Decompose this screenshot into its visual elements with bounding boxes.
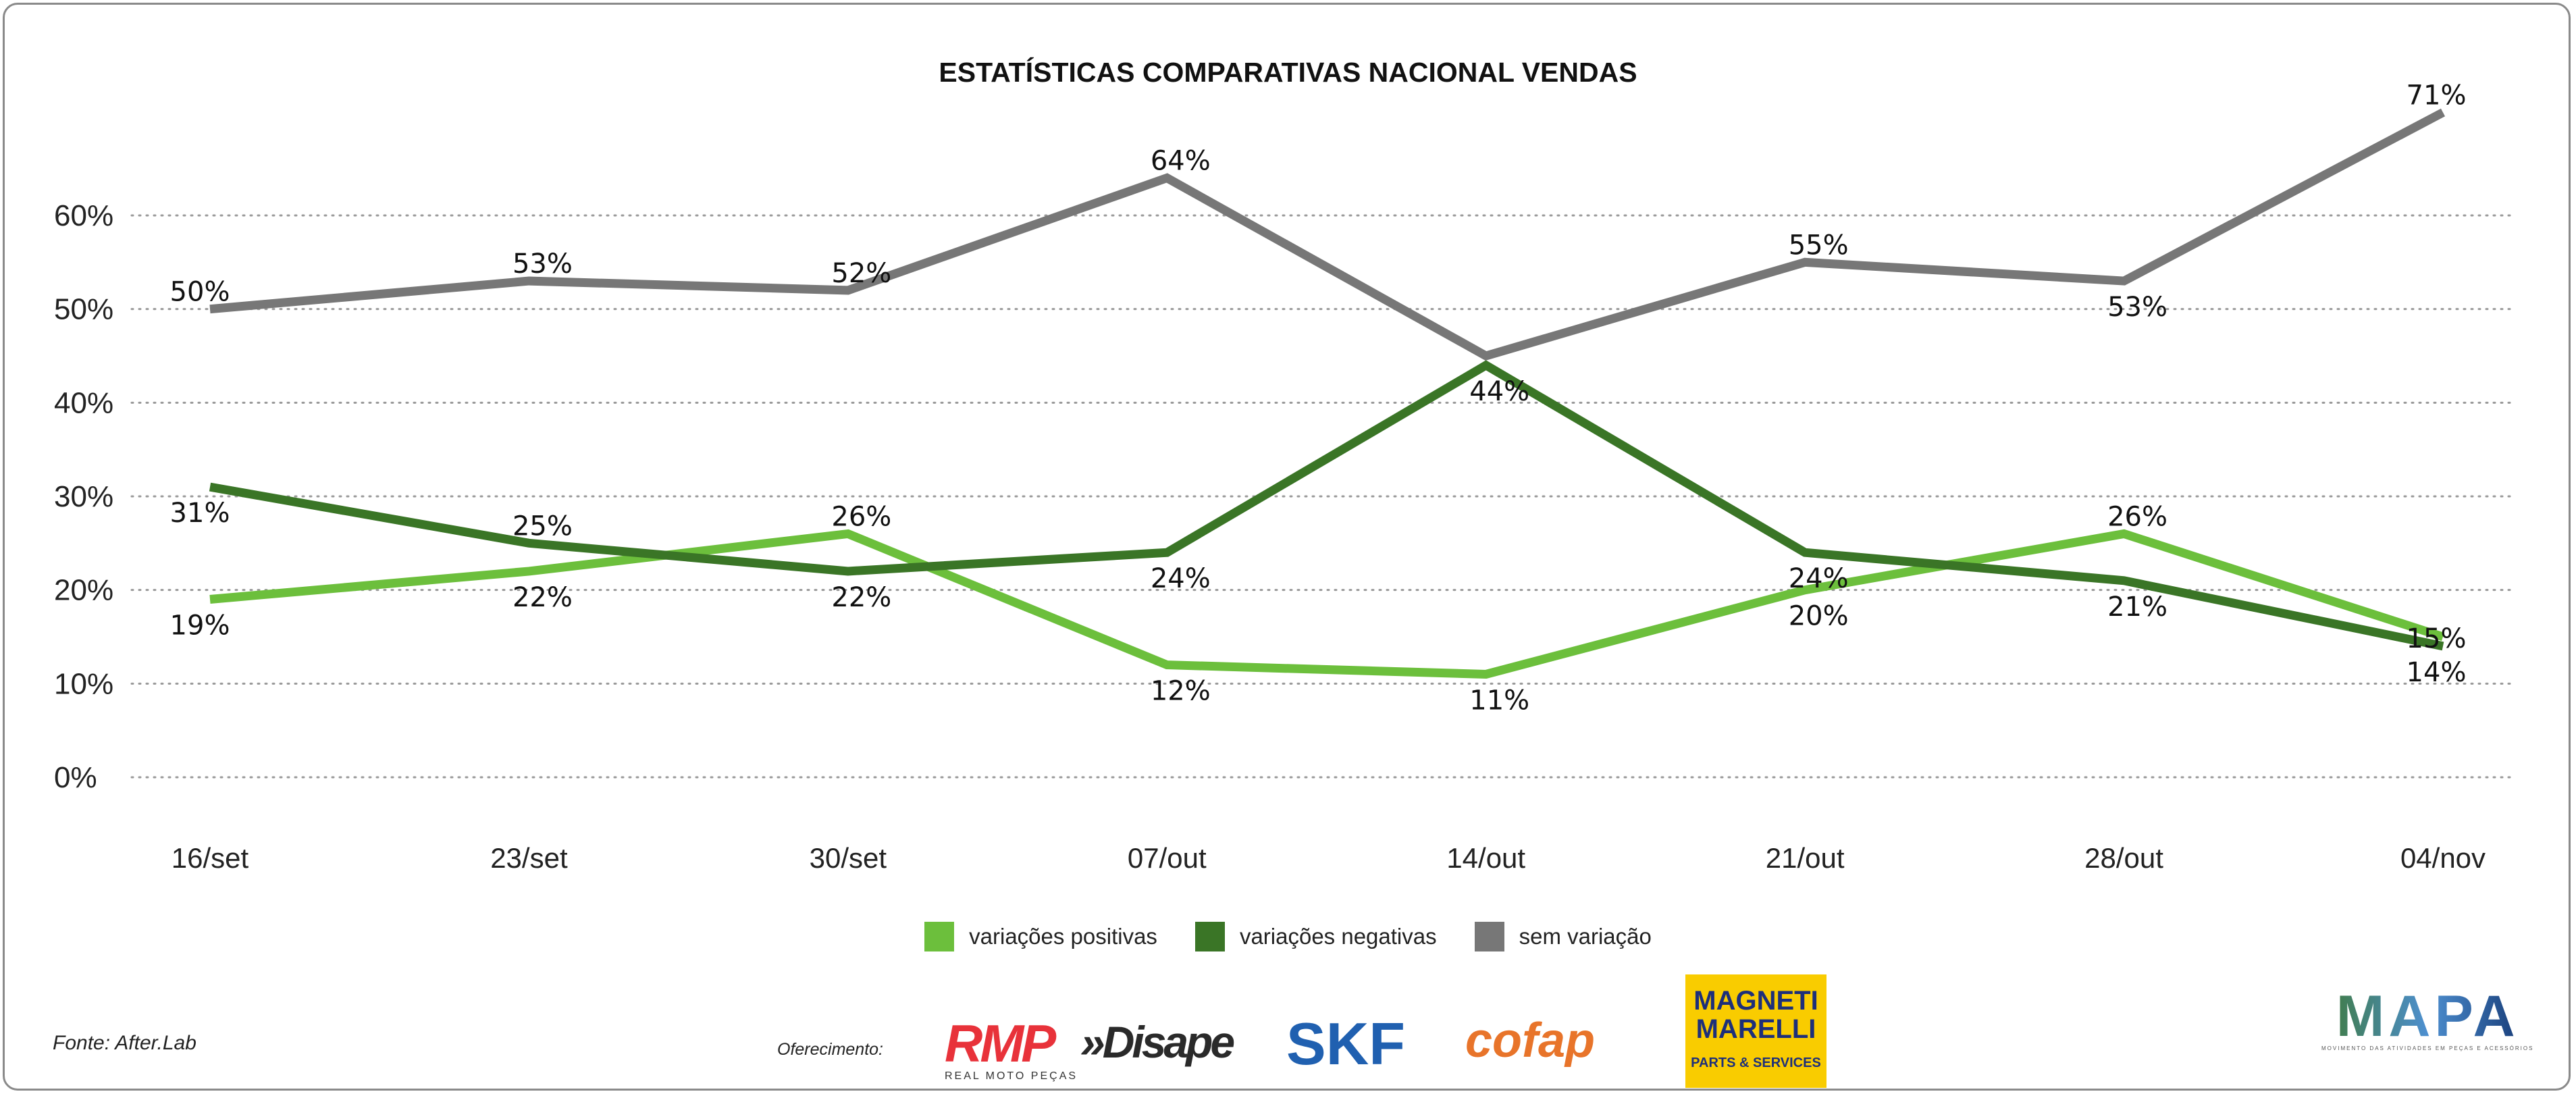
data-label: 24% bbox=[1151, 563, 1211, 594]
x-tick-label: 07/out bbox=[1128, 842, 1207, 874]
data-label: 14% bbox=[2407, 657, 2467, 688]
data-label: 55% bbox=[1789, 230, 1849, 261]
data-label: 53% bbox=[2107, 292, 2167, 323]
legend-swatch bbox=[1474, 922, 1504, 951]
data-label: 64% bbox=[1151, 146, 1211, 177]
legend-swatch bbox=[924, 922, 955, 951]
rmp-logo-text: RMP bbox=[945, 1014, 1056, 1073]
data-label: 21% bbox=[2107, 592, 2167, 623]
data-label: 25% bbox=[512, 511, 573, 542]
data-label: 11% bbox=[1469, 685, 1529, 716]
data-label: 26% bbox=[831, 501, 891, 532]
magneti-logo-text: MAGNETI MARELLI bbox=[1693, 986, 1818, 1044]
legend-label: sem variação bbox=[1519, 924, 1652, 949]
legend-swatch bbox=[1194, 922, 1225, 951]
chart-title: ESTATÍSTICAS COMPARATIVAS NACIONAL VENDA… bbox=[939, 57, 1637, 88]
data-label: 19% bbox=[170, 610, 230, 642]
legend-label: variações positivas bbox=[969, 924, 1157, 949]
series-line-2 bbox=[209, 108, 2446, 361]
x-tick-label: 30/set bbox=[810, 842, 887, 874]
data-label: 71% bbox=[2407, 80, 2467, 111]
data-label: 52% bbox=[831, 258, 891, 289]
x-tick-label: 28/out bbox=[2084, 842, 2163, 874]
data-label: 12% bbox=[1151, 676, 1211, 707]
y-tick-label: 50% bbox=[54, 293, 113, 326]
x-tick-label: 04/nov bbox=[2400, 842, 2486, 874]
magneti-marelli-logo: MAGNETI MARELLI PARTS & SERVICES bbox=[1685, 974, 1826, 1088]
data-label: 50% bbox=[170, 277, 230, 308]
legend-item-negative: variações negativas bbox=[1194, 922, 1437, 951]
data-label: 44% bbox=[1469, 376, 1529, 407]
legend-item-positive: variações positivas bbox=[924, 922, 1157, 951]
series-line-1 bbox=[209, 360, 2444, 651]
data-label: 22% bbox=[512, 582, 573, 613]
magneti-logo-subtext: PARTS & SERVICES bbox=[1691, 1055, 1821, 1070]
sponsor-label: Oferecimento: bbox=[777, 1040, 884, 1059]
x-tick-label: 14/out bbox=[1446, 842, 1525, 874]
y-tick-label: 10% bbox=[54, 667, 113, 700]
mapa-logo-text: MAPA bbox=[2321, 987, 2533, 1045]
x-tick-label: 21/out bbox=[1766, 842, 1845, 874]
source-note: Fonte: After.Lab bbox=[53, 1032, 196, 1054]
x-tick-label: 23/set bbox=[490, 842, 568, 874]
skf-logo: SKF bbox=[1286, 1010, 1405, 1077]
data-label: 22% bbox=[831, 582, 891, 613]
data-label: 26% bbox=[2107, 501, 2167, 532]
cofap-logo: cofap bbox=[1465, 1014, 1596, 1068]
y-tick-label: 30% bbox=[54, 480, 113, 513]
data-label: 31% bbox=[170, 498, 230, 529]
disape-logo: »Disape bbox=[1080, 1017, 1235, 1067]
legend: variações positivas variações negativas … bbox=[0, 922, 2576, 951]
data-label: 20% bbox=[1789, 601, 1849, 632]
series-line-0 bbox=[209, 529, 2444, 679]
y-tick-label: 60% bbox=[54, 199, 113, 232]
mapa-logo-subtext: MOVIMENTO DAS ATIVIDADES EM PEÇAS E ACES… bbox=[2321, 1045, 2534, 1051]
data-label: 24% bbox=[1789, 563, 1849, 594]
rmp-logo: RMP REAL MOTO PEÇAS bbox=[945, 1013, 1078, 1082]
data-label: 15% bbox=[2407, 623, 2467, 654]
x-tick-label: 16/set bbox=[172, 842, 249, 874]
legend-label: variações negativas bbox=[1239, 924, 1437, 949]
mapa-logo: MAPA MOVIMENTO DAS ATIVIDADES EM PEÇAS E … bbox=[2321, 987, 2533, 1051]
data-label: 53% bbox=[512, 249, 573, 280]
chart-frame bbox=[3, 3, 2571, 1091]
y-tick-label: 0% bbox=[54, 761, 97, 794]
y-tick-label: 40% bbox=[54, 386, 113, 419]
y-tick-label: 20% bbox=[54, 574, 113, 607]
rmp-logo-subtext: REAL MOTO PEÇAS bbox=[945, 1070, 1078, 1082]
legend-item-no-change: sem variação bbox=[1474, 922, 1652, 951]
